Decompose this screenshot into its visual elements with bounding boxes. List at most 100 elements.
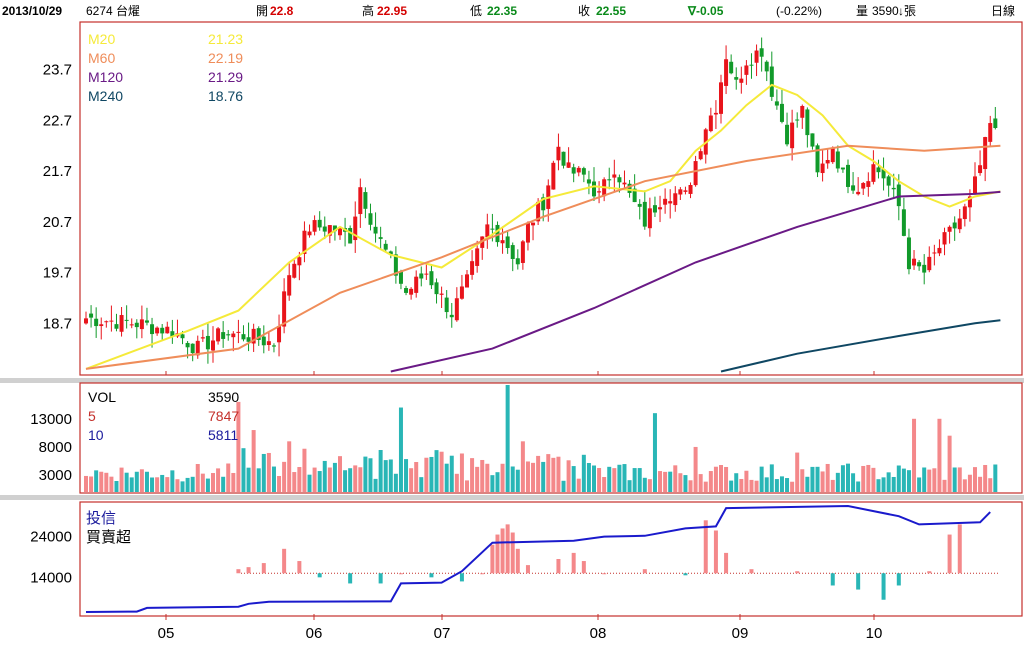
inst-bar xyxy=(830,573,835,586)
candle-body xyxy=(104,321,109,323)
volume-bar xyxy=(739,478,744,492)
volume-bar xyxy=(495,472,500,492)
candle-body xyxy=(449,314,454,318)
header-date: 2013/10/29 xyxy=(2,4,62,18)
candle-body xyxy=(688,185,693,194)
candle-body xyxy=(251,328,256,344)
candle-body xyxy=(322,226,327,232)
volume-bar xyxy=(475,466,480,492)
volume-bar xyxy=(744,470,749,492)
header-open-value: 22.8 xyxy=(270,4,294,18)
candle-body xyxy=(652,205,657,213)
candle-body xyxy=(785,124,790,145)
candle-body xyxy=(393,254,398,276)
inst-bar xyxy=(510,532,515,574)
volume-bar xyxy=(465,480,469,492)
volume-bar xyxy=(398,407,403,492)
candle-body xyxy=(744,65,749,75)
header-stock: 6274 台燿 xyxy=(86,3,140,18)
volume-y-tick: 8000 xyxy=(39,439,72,456)
volume-legend-name: VOL xyxy=(88,389,116,405)
candle-body xyxy=(94,318,99,327)
candle-body xyxy=(856,191,861,195)
volume-bar xyxy=(525,461,530,492)
candle-body xyxy=(571,167,576,174)
inst-bar xyxy=(749,569,754,574)
candle-body xyxy=(779,103,784,122)
volume-bar xyxy=(261,453,266,492)
candle-body xyxy=(846,164,850,187)
volume-bar xyxy=(764,477,769,492)
candle-body xyxy=(165,326,170,334)
panel-separator xyxy=(0,378,1024,383)
volume-bar xyxy=(480,459,485,492)
candle-body xyxy=(211,340,215,351)
inst-bar xyxy=(378,573,383,584)
volume-bar xyxy=(332,462,337,492)
inst-bar xyxy=(398,573,403,575)
candle-body xyxy=(221,332,226,339)
candle-body xyxy=(754,50,759,63)
inst-bar xyxy=(896,573,901,586)
candle-body xyxy=(292,263,297,278)
volume-bar xyxy=(967,474,972,492)
volume-bar xyxy=(150,477,155,492)
volume-bar xyxy=(637,468,642,492)
inst-y-tick: 24000 xyxy=(30,529,72,546)
volume-bar xyxy=(393,473,398,492)
volume-bar xyxy=(241,448,246,492)
candle-body xyxy=(713,112,718,115)
candle-body xyxy=(277,326,282,343)
candle-body xyxy=(470,261,475,275)
volume-bar xyxy=(424,457,429,492)
header-volume-label: 量 xyxy=(856,4,868,18)
volume-bar xyxy=(205,478,210,492)
candle-body xyxy=(693,161,698,186)
volume-y-tick: 13000 xyxy=(30,411,72,428)
volume-bar xyxy=(983,464,988,492)
ma-line-m240 xyxy=(720,319,1001,373)
inst-bar xyxy=(246,567,251,574)
legend-m240-name: M240 xyxy=(88,88,123,104)
volume-bar xyxy=(134,471,139,492)
volume-bar xyxy=(89,476,94,492)
volume-bar xyxy=(810,466,815,492)
candle-body xyxy=(759,48,764,57)
volume-bar xyxy=(597,467,602,492)
volume-bar xyxy=(84,475,88,492)
header-volume-value: 3590 xyxy=(872,4,899,18)
inst-bar xyxy=(703,520,708,574)
ma-line-m120 xyxy=(390,190,1001,373)
candle-body xyxy=(947,226,952,232)
candle-body xyxy=(764,61,769,72)
candle-body xyxy=(673,193,678,206)
candle-body xyxy=(810,133,815,147)
volume-bar xyxy=(876,479,881,492)
volume-panel: 13000 8000 3000 VOL 3590 5 7847 10 5811 xyxy=(30,385,998,492)
candle-body xyxy=(556,146,561,161)
candle-body xyxy=(459,286,464,299)
volume-bar xyxy=(434,450,439,492)
candle-body xyxy=(99,324,104,327)
volume-bar xyxy=(622,464,627,492)
candle-body xyxy=(708,115,713,132)
candle-body xyxy=(917,262,922,267)
volume-bar xyxy=(459,453,464,492)
candle-body xyxy=(586,179,591,184)
candle-body xyxy=(637,203,642,207)
candle-body xyxy=(378,237,383,239)
candle-body xyxy=(957,218,962,230)
volume-bar xyxy=(322,460,327,492)
volume-bar xyxy=(800,469,805,492)
volume-bar xyxy=(815,466,820,492)
candle-body xyxy=(830,148,835,163)
volume-bar xyxy=(652,413,657,492)
header-low-value: 22.35 xyxy=(487,4,517,18)
candle-body xyxy=(886,176,891,186)
candle-body xyxy=(302,230,307,254)
candle-body xyxy=(160,327,165,334)
candle-body xyxy=(180,334,185,339)
volume-bar xyxy=(642,477,647,492)
